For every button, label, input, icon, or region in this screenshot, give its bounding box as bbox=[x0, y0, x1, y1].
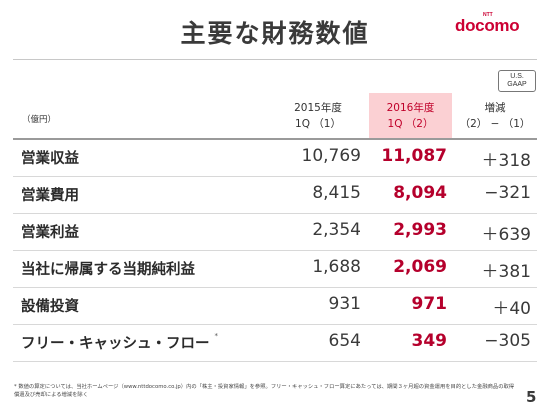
header-fy2015-year: 2015年度 bbox=[294, 102, 342, 114]
table-row: 設備投資 931 971 ＋40 bbox=[13, 288, 537, 324]
row-divider bbox=[13, 213, 537, 214]
fy2016-header-highlight bbox=[369, 93, 452, 138]
docomo-logo: NTT docomo bbox=[455, 12, 540, 42]
gaap-badge: U.S. GAAP bbox=[498, 70, 536, 92]
header-fy2016-quarter: 1Q （2） bbox=[387, 118, 434, 130]
header-change-title: 増減 bbox=[484, 102, 506, 114]
row-label-text: フリー・キャッシュ・フロー bbox=[21, 336, 210, 352]
row-label: 営業利益 bbox=[21, 221, 84, 242]
header-fy2015: 2015年度 1Q （1） bbox=[276, 100, 360, 132]
cell-fy2015: 8,415 bbox=[312, 183, 361, 203]
page-title: 主要な財務数値 bbox=[180, 19, 370, 48]
cell-fy2016: 2,069 bbox=[393, 257, 447, 277]
row-label: 当社に帰属する当期純利益 bbox=[21, 258, 200, 279]
cell-fy2016: 11,087 bbox=[381, 146, 447, 166]
row-label: 営業収益 bbox=[21, 147, 84, 168]
page-number: 5 bbox=[526, 388, 537, 406]
cell-change: ＋639 bbox=[481, 225, 531, 245]
row-label: 設備投資 bbox=[21, 295, 84, 316]
table-row: 当社に帰属する当期純利益 1,688 2,069 ＋381 bbox=[13, 251, 537, 287]
title-divider bbox=[13, 59, 537, 60]
table-row: 営業利益 2,354 2,993 ＋639 bbox=[13, 214, 537, 250]
footnote: * 数値の算定については、当社ホームページ（www.nttdocomo.co.j… bbox=[14, 383, 514, 399]
cell-fy2016: 971 bbox=[411, 294, 448, 314]
row-label: 営業費用 bbox=[21, 184, 84, 205]
cell-fy2015: 931 bbox=[328, 294, 361, 314]
row-label: フリー・キャッシュ・フロー * bbox=[21, 332, 218, 353]
row-divider bbox=[13, 287, 537, 288]
table-row: 営業収益 10,769 11,087 ＋318 bbox=[13, 140, 537, 176]
header-fy2016: 2016年度 1Q （2） bbox=[369, 100, 452, 132]
row-label-text: 営業費用 bbox=[21, 188, 79, 204]
header-fy2016-year: 2016年度 bbox=[386, 102, 435, 114]
cell-change: −305 bbox=[484, 331, 531, 351]
cell-fy2016: 2,993 bbox=[393, 220, 447, 240]
cell-fy2015: 1,688 bbox=[312, 257, 361, 277]
cell-fy2016: 8,094 bbox=[393, 183, 447, 203]
cell-change: −321 bbox=[484, 183, 531, 203]
header-divider bbox=[13, 138, 537, 140]
table-row: 営業費用 8,415 8,094 −321 bbox=[13, 177, 537, 213]
cell-fy2015: 10,769 bbox=[301, 146, 361, 166]
row-note-mark: * bbox=[214, 332, 219, 340]
row-divider bbox=[13, 324, 537, 325]
row-label-text: 設備投資 bbox=[21, 299, 79, 315]
row-divider bbox=[13, 250, 537, 251]
row-label-text: 当社に帰属する当期純利益 bbox=[21, 262, 195, 278]
footnote-line2: 償還及び売却による増減を除く bbox=[14, 392, 88, 398]
cell-fy2016: 349 bbox=[411, 331, 448, 351]
footnote-line1: * 数値の算定については、当社ホームページ（www.nttdocomo.co.j… bbox=[14, 384, 514, 390]
header-fy2015-quarter: 1Q （1） bbox=[295, 118, 341, 130]
logo-ntt-text: NTT bbox=[483, 12, 493, 18]
logo-name-text: docomo bbox=[455, 16, 520, 35]
header-change: 増減 （2） − （1） bbox=[455, 100, 535, 132]
cell-change: ＋318 bbox=[481, 151, 531, 171]
cell-change: ＋40 bbox=[492, 299, 531, 319]
gaap-badge-line1: U.S. bbox=[510, 73, 524, 80]
gaap-badge-line2: GAAP bbox=[507, 81, 527, 88]
header-change-formula: （2） − （1） bbox=[459, 118, 531, 130]
cell-fy2015: 654 bbox=[328, 331, 361, 351]
cell-change: ＋381 bbox=[481, 262, 531, 282]
row-divider bbox=[13, 176, 537, 177]
table-row: フリー・キャッシュ・フロー * 654 349 −305 bbox=[13, 325, 537, 361]
cell-fy2015: 2,354 bbox=[312, 220, 361, 240]
row-divider bbox=[13, 361, 537, 362]
unit-label: （億円） bbox=[22, 115, 57, 125]
row-label-text: 営業収益 bbox=[21, 151, 79, 167]
row-label-text: 営業利益 bbox=[21, 225, 79, 241]
